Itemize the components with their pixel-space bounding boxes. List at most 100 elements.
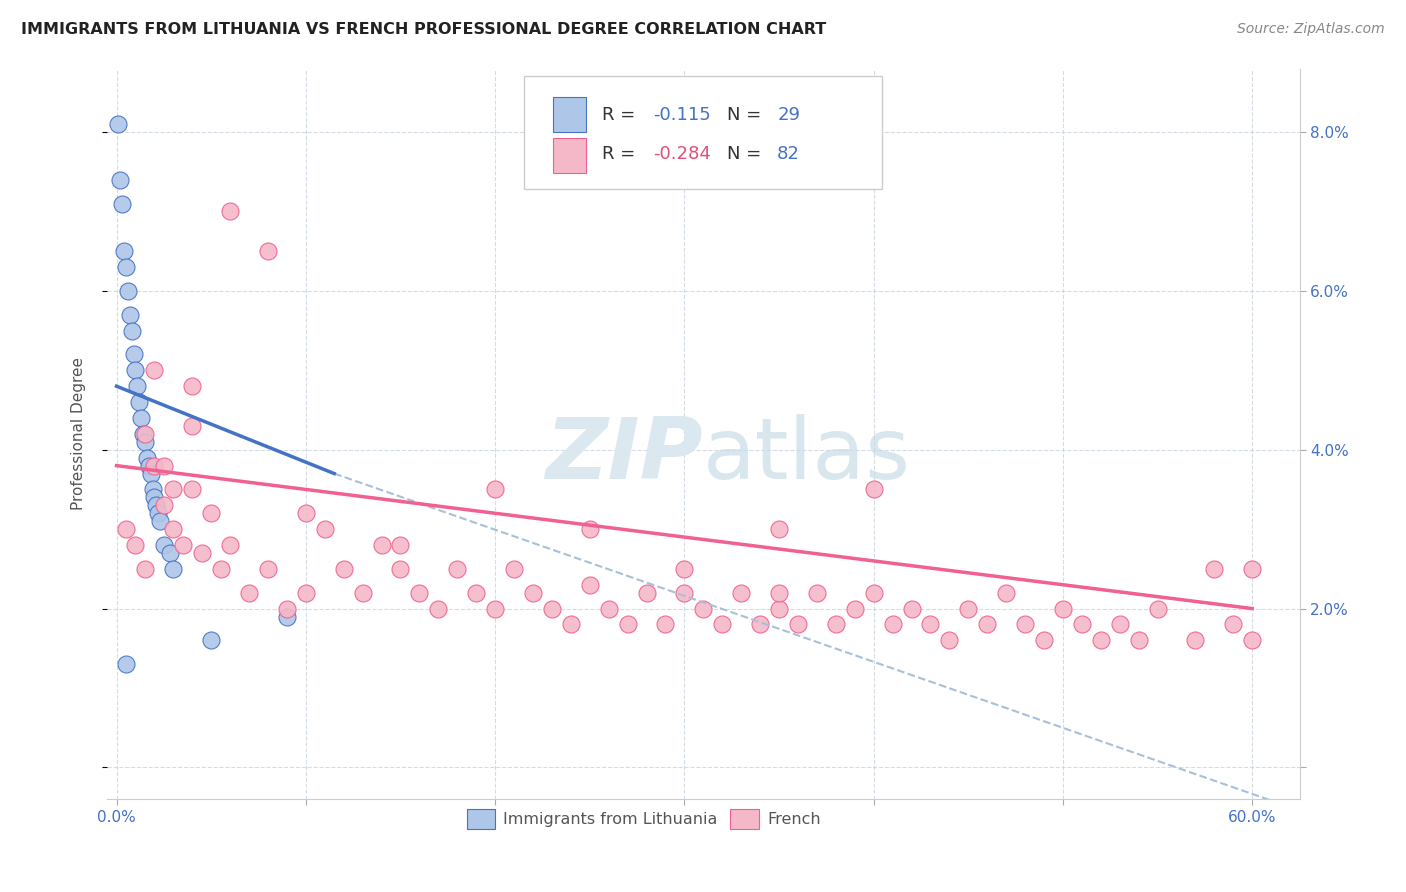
Point — [238, 585, 260, 599]
Point — [578, 522, 600, 536]
Point — [824, 617, 846, 632]
Point — [172, 538, 194, 552]
Point — [124, 538, 146, 552]
Point — [673, 562, 696, 576]
Text: -0.284: -0.284 — [654, 145, 711, 163]
Legend: Immigrants from Lithuania, French: Immigrants from Lithuania, French — [460, 803, 827, 835]
Point — [117, 284, 139, 298]
Text: -0.115: -0.115 — [654, 105, 711, 124]
Point — [181, 379, 204, 393]
Point — [1204, 562, 1226, 576]
Point — [1184, 633, 1206, 648]
Point — [882, 617, 904, 632]
Point — [560, 617, 582, 632]
Point — [768, 585, 790, 599]
Point — [711, 617, 734, 632]
Point — [162, 522, 184, 536]
Point — [862, 483, 884, 497]
Point — [138, 458, 160, 473]
Point — [181, 483, 204, 497]
Point — [1222, 617, 1244, 632]
Point — [219, 204, 242, 219]
Y-axis label: Professional Degree: Professional Degree — [72, 358, 86, 510]
Point — [692, 601, 714, 615]
Point — [749, 617, 772, 632]
Point — [408, 585, 430, 599]
Point — [862, 585, 884, 599]
Point — [112, 244, 135, 259]
Point — [427, 601, 450, 615]
Point — [295, 585, 318, 599]
Text: ZIP: ZIP — [546, 414, 703, 497]
Point — [295, 506, 318, 520]
Point — [654, 617, 676, 632]
Point — [484, 483, 506, 497]
Point — [124, 363, 146, 377]
Point — [389, 538, 412, 552]
Point — [190, 546, 212, 560]
Point — [276, 609, 298, 624]
Point — [134, 426, 156, 441]
Point — [1033, 633, 1056, 648]
Point — [121, 324, 143, 338]
Point — [209, 562, 232, 576]
Point — [132, 426, 155, 441]
FancyBboxPatch shape — [553, 138, 586, 173]
Point — [143, 458, 166, 473]
FancyBboxPatch shape — [524, 76, 882, 189]
Point — [134, 562, 156, 576]
Point — [139, 467, 162, 481]
Text: atlas: atlas — [703, 414, 911, 497]
Point — [153, 499, 176, 513]
Point — [541, 601, 564, 615]
Point — [115, 522, 138, 536]
Point — [110, 172, 132, 186]
Point — [995, 585, 1018, 599]
Point — [115, 260, 138, 274]
Point — [844, 601, 866, 615]
Point — [1070, 617, 1092, 632]
Point — [276, 601, 298, 615]
Point — [370, 538, 392, 552]
FancyBboxPatch shape — [553, 97, 586, 132]
Point — [900, 601, 922, 615]
Point — [1241, 562, 1264, 576]
Point — [162, 483, 184, 497]
Point — [332, 562, 354, 576]
Point — [127, 379, 149, 393]
Point — [938, 633, 960, 648]
Point — [484, 601, 506, 615]
Point — [200, 633, 222, 648]
Point — [162, 562, 184, 576]
Point — [1146, 601, 1168, 615]
Text: Source: ZipAtlas.com: Source: ZipAtlas.com — [1237, 22, 1385, 37]
Point — [465, 585, 488, 599]
Point — [145, 499, 167, 513]
Point — [522, 585, 544, 599]
Text: IMMIGRANTS FROM LITHUANIA VS FRENCH PROFESSIONAL DEGREE CORRELATION CHART: IMMIGRANTS FROM LITHUANIA VS FRENCH PROF… — [21, 22, 827, 37]
Point — [153, 458, 176, 473]
Point — [616, 617, 638, 632]
Point — [1108, 617, 1130, 632]
Point — [219, 538, 242, 552]
Point — [1241, 633, 1264, 648]
Point — [200, 506, 222, 520]
Point — [115, 657, 138, 672]
Point — [1014, 617, 1036, 632]
Point — [446, 562, 468, 576]
Point — [148, 506, 170, 520]
Point — [143, 363, 166, 377]
Point — [153, 538, 176, 552]
Text: 29: 29 — [778, 105, 800, 124]
Point — [352, 585, 374, 599]
Point — [257, 244, 280, 259]
Point — [122, 347, 145, 361]
Point — [768, 522, 790, 536]
Point — [1052, 601, 1074, 615]
Point — [181, 418, 204, 433]
Point — [149, 514, 172, 528]
Point — [141, 483, 163, 497]
Point — [135, 450, 157, 465]
Point — [107, 117, 129, 131]
Text: N =: N = — [727, 105, 768, 124]
